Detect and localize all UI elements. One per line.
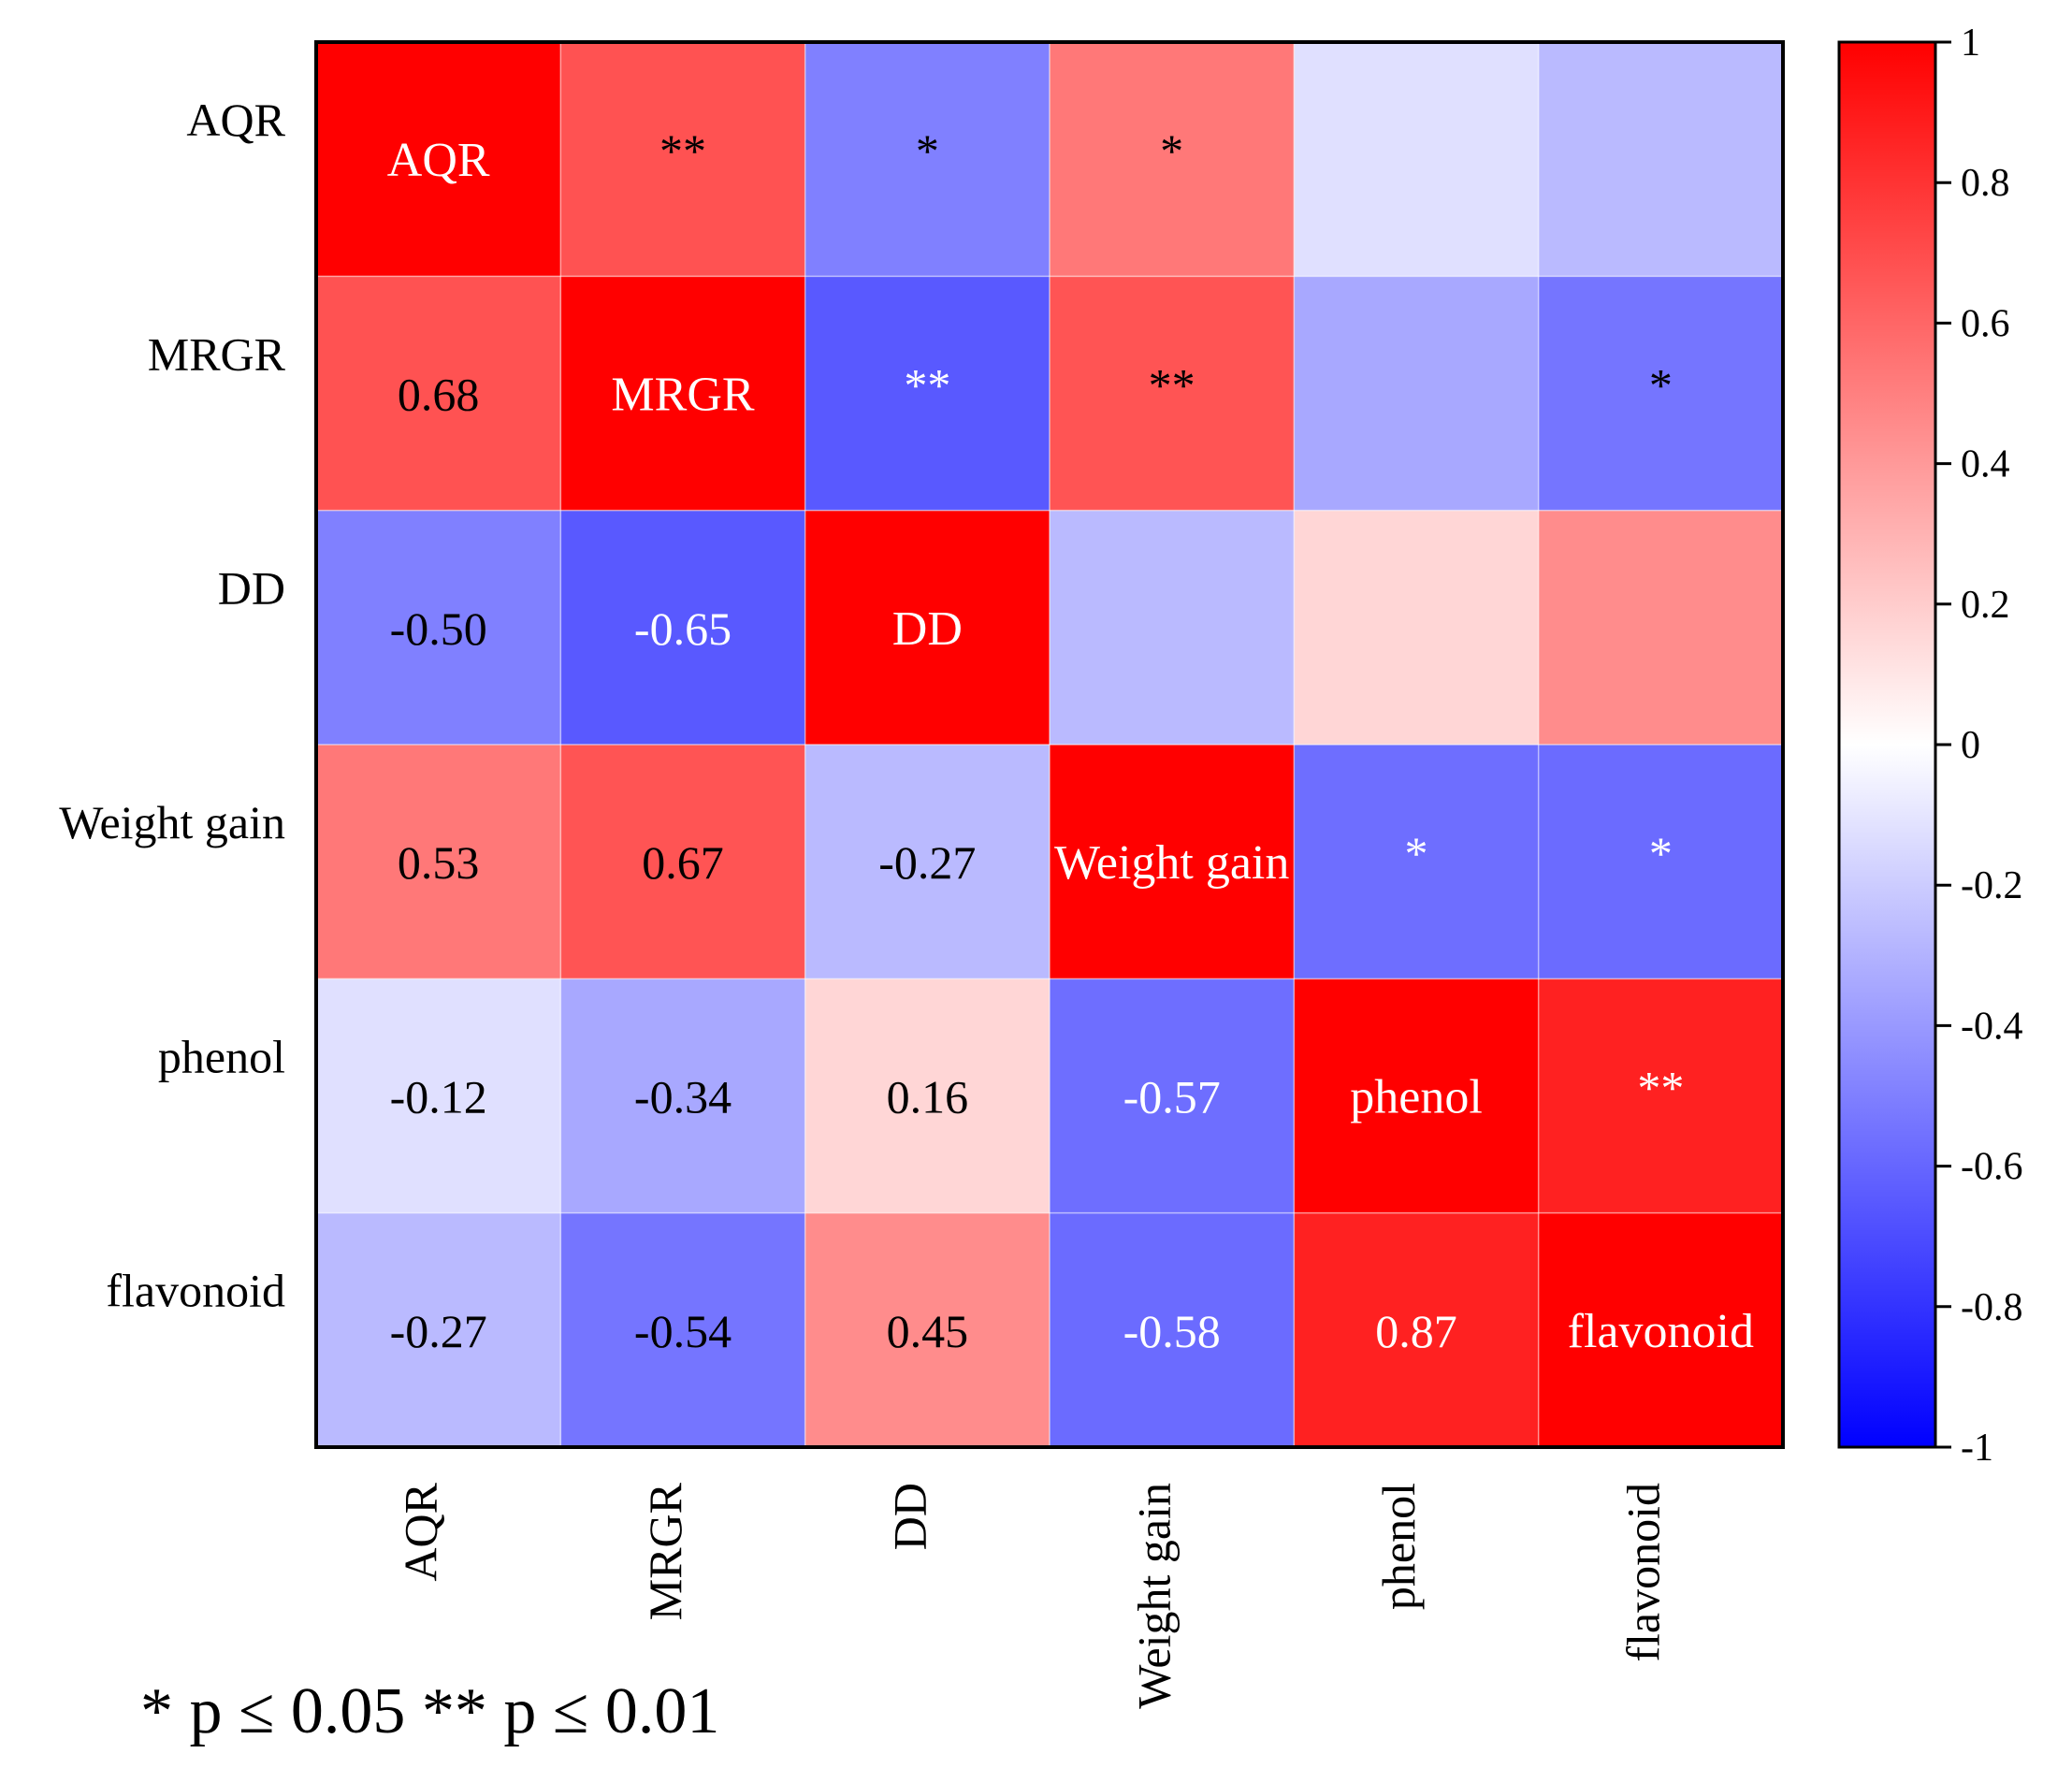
cell-aqr-flavonoid bbox=[1538, 42, 1784, 277]
significance-mark-mrgr-flavonoid: * bbox=[1649, 359, 1673, 412]
col-label-weight-gain: Weight gain bbox=[1128, 1483, 1181, 1709]
cell-dd-flavonoid bbox=[1538, 510, 1784, 746]
cell-mrgr-aqr bbox=[316, 276, 561, 512]
cell-weight-gain-phenol bbox=[1294, 745, 1540, 979]
cell-aqr-dd bbox=[804, 42, 1050, 277]
cell-aqr-weight-gain bbox=[1050, 42, 1295, 277]
col-label-phenol: phenol bbox=[1372, 1483, 1425, 1610]
heatmap-cells bbox=[316, 42, 1784, 1448]
col-label-dd: DD bbox=[883, 1483, 935, 1550]
diagonal-label-mrgr-mrgr: MRGR bbox=[611, 369, 754, 422]
cell-weight-gain-aqr bbox=[316, 745, 561, 979]
diagonal-label-aqr-aqr: AQR bbox=[387, 134, 490, 187]
cell-dd-phenol bbox=[1294, 510, 1540, 746]
colorbar-tick-label: 1 bbox=[1961, 22, 1980, 65]
cell-phenol-weight-gain bbox=[1050, 978, 1295, 1214]
cell-weight-gain-dd bbox=[804, 745, 1050, 979]
cell-flavonoid-weight-gain bbox=[1050, 1212, 1295, 1448]
colorbar-tick-label: -0.4 bbox=[1961, 1005, 2023, 1048]
colorbar-gradient bbox=[1837, 40, 1937, 1449]
colorbar-tick-label: -0.2 bbox=[1961, 864, 2023, 907]
cell-mrgr-flavonoid bbox=[1538, 276, 1784, 512]
cell-flavonoid-dd bbox=[804, 1212, 1050, 1448]
significance-mark-aqr-mrgr: ** bbox=[659, 124, 706, 177]
heatmap-cell-labels: AQR ** * *0.68 MRGR ** ** *-0.50 -0.65 DD0.53 0.67… bbox=[387, 124, 1754, 1358]
significance-mark-mrgr-weight-gain: ** bbox=[1149, 359, 1195, 412]
significance-mark-phenol-flavonoid: ** bbox=[1637, 1062, 1684, 1114]
colorbar bbox=[1837, 40, 1937, 1449]
value-label-dd-aqr: -0.50 bbox=[390, 602, 487, 655]
cell-weight-gain-weight-gain bbox=[1050, 745, 1295, 979]
value-label-mrgr-aqr: 0.68 bbox=[398, 369, 480, 421]
diagonal-label-dd-dd: DD bbox=[892, 602, 963, 656]
colorbar-tick-label: 0.4 bbox=[1961, 443, 2010, 486]
row-label-flavonoid: flavonoid bbox=[106, 1265, 285, 1317]
cell-flavonoid-flavonoid bbox=[1538, 1212, 1784, 1448]
cell-phenol-phenol bbox=[1294, 978, 1540, 1214]
value-label-weight-gain-mrgr: 0.67 bbox=[642, 836, 724, 889]
significance-footnote: * p ≤ 0.05 ** p ≤ 0.01 bbox=[140, 1675, 719, 1747]
cell-flavonoid-aqr bbox=[316, 1212, 561, 1448]
col-label-mrgr: MRGR bbox=[639, 1482, 691, 1620]
value-label-flavonoid-weight-gain: -0.58 bbox=[1123, 1305, 1221, 1357]
value-label-weight-gain-aqr: 0.53 bbox=[398, 836, 480, 889]
colorbar-tick-label: 0.2 bbox=[1961, 584, 2010, 627]
cell-phenol-dd bbox=[804, 978, 1050, 1214]
value-label-dd-mrgr: -0.65 bbox=[634, 602, 732, 655]
row-labels: AQR MRGR DD Weight gain phenol flavonoid bbox=[59, 94, 285, 1317]
colorbar-tick-label: 0.6 bbox=[1961, 302, 2010, 345]
cell-aqr-aqr bbox=[316, 42, 561, 277]
value-label-weight-gain-dd: -0.27 bbox=[878, 836, 976, 889]
significance-mark-weight-gain-flavonoid: * bbox=[1649, 827, 1673, 879]
value-label-phenol-mrgr: -0.34 bbox=[634, 1071, 732, 1123]
colorbar-tick-label: -0.8 bbox=[1961, 1286, 2023, 1329]
colorbar-ticks: 1 0.8 0.6 0.4 0.2 0 -0.2 -0.4 -0.6 -0.8 -1 bbox=[1935, 22, 2023, 1470]
cell-phenol-mrgr bbox=[560, 978, 806, 1214]
colorbar-tick-label: 0 bbox=[1961, 724, 1980, 767]
row-label-dd: DD bbox=[218, 562, 285, 615]
column-labels: AQR MRGR DD Weight gain phenol flavonoid bbox=[395, 1482, 1670, 1708]
value-label-flavonoid-dd: 0.45 bbox=[887, 1305, 969, 1357]
cell-dd-dd bbox=[804, 510, 1050, 746]
row-label-mrgr: MRGR bbox=[148, 327, 286, 380]
cell-flavonoid-mrgr bbox=[560, 1212, 806, 1448]
cell-phenol-flavonoid bbox=[1538, 978, 1784, 1214]
colorbar-tick-label: 0.8 bbox=[1961, 162, 2010, 205]
colorbar-tick-label: -1 bbox=[1961, 1427, 1993, 1470]
row-label-weight-gain: Weight gain bbox=[59, 796, 285, 848]
col-label-flavonoid: flavonoid bbox=[1616, 1483, 1669, 1662]
significance-mark-mrgr-dd: ** bbox=[904, 359, 950, 412]
value-label-phenol-dd: 0.16 bbox=[887, 1071, 969, 1123]
diagonal-label-flavonoid-flavonoid: flavonoid bbox=[1568, 1305, 1754, 1358]
value-label-flavonoid-aqr: -0.27 bbox=[390, 1305, 487, 1357]
value-label-flavonoid-mrgr: -0.54 bbox=[634, 1305, 732, 1357]
cell-phenol-aqr bbox=[316, 978, 561, 1214]
cell-mrgr-weight-gain bbox=[1050, 276, 1295, 512]
col-label-aqr: AQR bbox=[395, 1482, 447, 1581]
cell-mrgr-mrgr bbox=[560, 276, 806, 512]
cell-dd-aqr bbox=[316, 510, 561, 746]
cell-mrgr-phenol bbox=[1294, 276, 1540, 512]
heatmap-frame bbox=[314, 40, 1785, 1449]
cell-flavonoid-phenol bbox=[1294, 1212, 1540, 1448]
value-label-flavonoid-phenol: 0.87 bbox=[1375, 1305, 1457, 1357]
diagonal-label-weight-gain-weight-gain: Weight gain bbox=[1054, 836, 1289, 890]
colorbar-tick-label: -0.6 bbox=[1961, 1146, 2023, 1189]
cell-dd-mrgr bbox=[560, 510, 806, 746]
value-label-phenol-weight-gain: -0.57 bbox=[1123, 1071, 1221, 1123]
cell-dd-weight-gain bbox=[1050, 510, 1295, 746]
row-label-aqr: AQR bbox=[186, 94, 285, 146]
diagonal-label-phenol-phenol: phenol bbox=[1350, 1071, 1483, 1124]
cell-weight-gain-mrgr bbox=[560, 745, 806, 979]
significance-mark-aqr-dd: * bbox=[916, 124, 939, 177]
cell-aqr-mrgr bbox=[560, 42, 806, 277]
significance-mark-weight-gain-phenol: * bbox=[1405, 827, 1428, 879]
significance-mark-aqr-weight-gain: * bbox=[1160, 124, 1183, 177]
value-label-phenol-aqr: -0.12 bbox=[390, 1071, 487, 1123]
cell-weight-gain-flavonoid bbox=[1538, 745, 1784, 979]
row-label-phenol: phenol bbox=[158, 1030, 285, 1082]
cell-mrgr-dd bbox=[804, 276, 1050, 512]
cell-aqr-phenol bbox=[1294, 42, 1540, 277]
